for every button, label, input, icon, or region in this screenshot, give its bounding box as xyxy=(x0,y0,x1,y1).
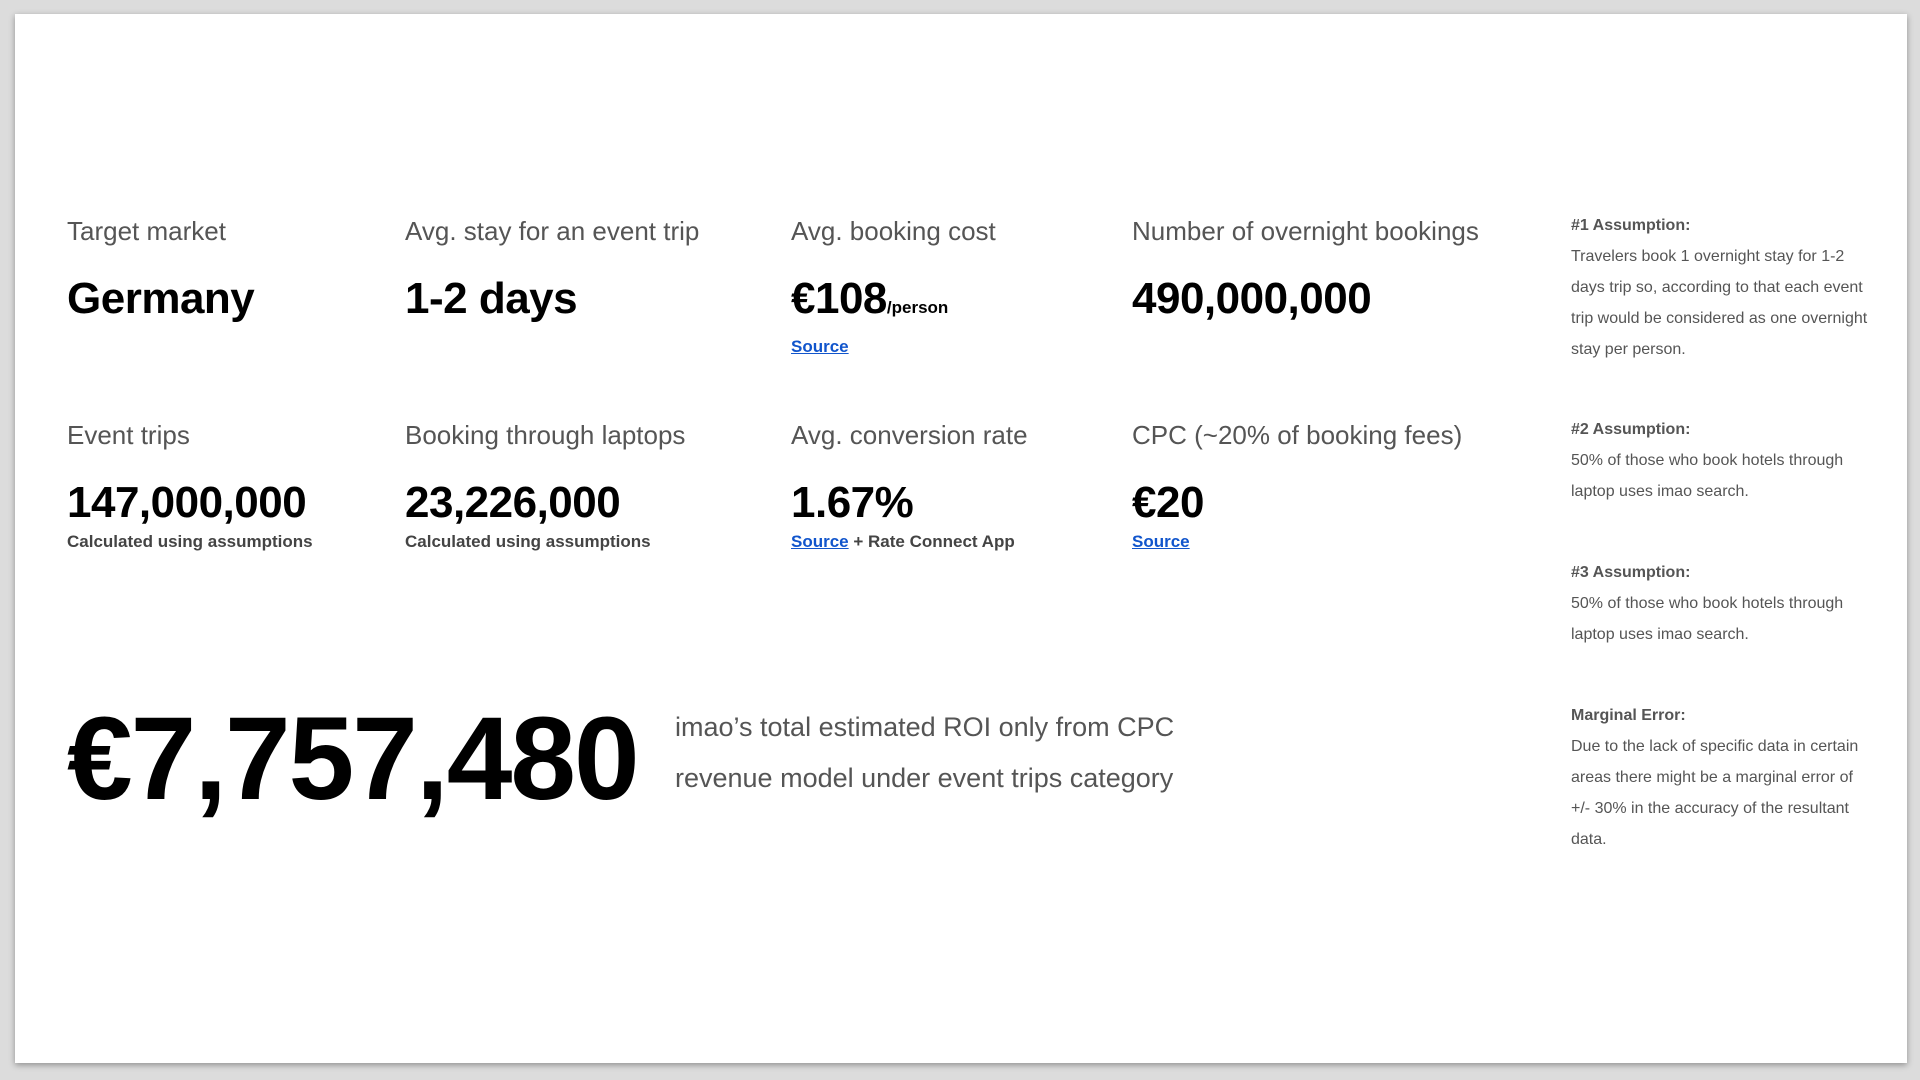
assumption-title: Marginal Error: xyxy=(1571,707,1686,724)
source-link[interactable]: Source xyxy=(791,532,849,551)
note-suffix: + Rate Connect App xyxy=(848,532,1015,551)
assumption-title: #2 Assumption: xyxy=(1571,421,1691,438)
assumption-text: Due to the lack of specific data in cert… xyxy=(1571,738,1859,848)
metric-value: 147,000,000 xyxy=(67,478,307,527)
metric-value: Germany xyxy=(67,274,255,323)
source-link[interactable]: Source xyxy=(1132,532,1190,551)
roi-description-line: revenue model under event trips category xyxy=(675,763,1174,793)
metric-target-market: Target market Germany xyxy=(67,215,255,323)
metric-note: Calculated using assumptions xyxy=(405,532,651,551)
metric-conversion-rate: Avg. conversion rate 1.67% Source + Rate… xyxy=(791,419,1028,553)
assumption-3: #3 Assumption: 50% of those who book hot… xyxy=(1571,557,1871,650)
metric-value: €20 xyxy=(1132,478,1204,527)
metric-overnight-bookings: Number of overnight bookings 490,000,000 xyxy=(1132,215,1479,323)
assumption-title: #3 Assumption: xyxy=(1571,564,1691,581)
slide: Target market Germany Avg. stay for an e… xyxy=(15,14,1907,1063)
metric-value: 490,000,000 xyxy=(1132,274,1372,323)
assumption-text: Travelers book 1 overnight stay for 1-2 … xyxy=(1571,248,1868,358)
assumption-1: #1 Assumption: Travelers book 1 overnigh… xyxy=(1571,210,1871,365)
metric-value-wrapper: €108/person xyxy=(791,275,996,332)
metric-label: Avg. conversion rate xyxy=(791,420,1028,450)
metric-note: Calculated using assumptions xyxy=(67,532,313,551)
metric-note: Source + Rate Connect App xyxy=(791,531,1028,553)
metric-cpc: CPC (~20% of booking fees) €20 Source xyxy=(1132,419,1462,553)
metric-label: Number of overnight bookings xyxy=(1132,216,1479,246)
metric-avg-stay: Avg. stay for an event trip 1-2 days xyxy=(405,215,699,323)
metric-label: Avg. stay for an event trip xyxy=(405,216,700,246)
metric-label: Target market xyxy=(67,216,226,246)
metric-booking-laptops: Booking through laptops 23,226,000 Calcu… xyxy=(405,419,685,553)
metric-value: 23,226,000 xyxy=(405,478,621,527)
roi-amount: €7,757,480 xyxy=(67,693,640,825)
metric-avg-booking-cost: Avg. booking cost €108/person Source xyxy=(791,215,996,358)
metric-label: Event trips xyxy=(67,420,190,450)
assumption-marginal-error: Marginal Error: Due to the lack of speci… xyxy=(1571,700,1871,855)
metric-event-trips: Event trips 147,000,000 Calculated using… xyxy=(67,419,313,553)
metric-unit: /person xyxy=(886,298,949,317)
metric-note: Source xyxy=(791,336,996,358)
assumption-text: 50% of those who book hotels through lap… xyxy=(1571,452,1844,500)
roi-description-line: imao’s total estimated ROI only from CPC xyxy=(675,712,1175,742)
assumption-text: 50% of those who book hotels through lap… xyxy=(1571,595,1844,643)
metric-label: CPC (~20% of booking fees) xyxy=(1132,420,1463,450)
source-link[interactable]: Source xyxy=(791,337,849,356)
assumption-2: #2 Assumption: 50% of those who book hot… xyxy=(1571,414,1871,507)
metric-value: 1-2 days xyxy=(405,274,578,323)
metric-value: 1.67% xyxy=(791,478,914,527)
metric-label: Booking through laptops xyxy=(405,420,686,450)
metric-label: Avg. booking cost xyxy=(791,216,996,246)
roi-description: imao’s total estimated ROI only from CPC… xyxy=(675,702,1235,804)
metric-value: €108 xyxy=(791,274,887,323)
assumption-title: #1 Assumption: xyxy=(1571,217,1691,234)
metric-note: Source xyxy=(1132,531,1462,553)
